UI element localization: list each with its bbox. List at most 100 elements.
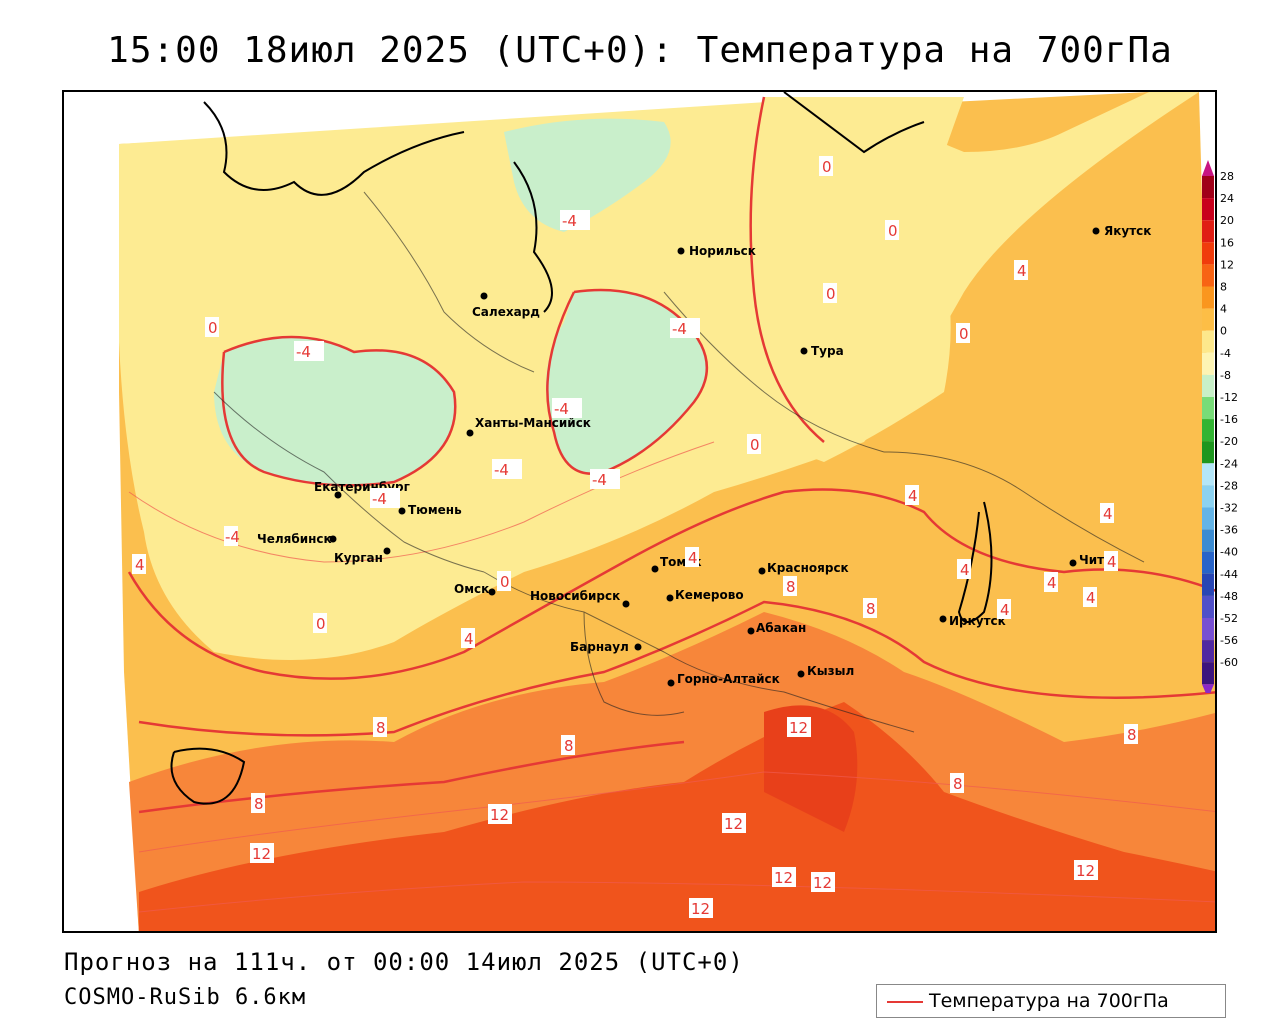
contour-label: 4 <box>1044 572 1058 592</box>
contour-label: 12 <box>772 867 796 887</box>
city-kurgan: Курган <box>334 547 391 565</box>
colorbar-tick-label: 4 <box>1220 303 1227 316</box>
colorbar-segment <box>1202 330 1214 353</box>
contour-label: -4 <box>670 318 700 338</box>
svg-text:8: 8 <box>953 775 963 793</box>
svg-text:4: 4 <box>1103 505 1113 523</box>
contour-label: 12 <box>689 898 713 918</box>
svg-text:12: 12 <box>1076 862 1095 880</box>
contour-label: 12 <box>488 804 512 824</box>
contour-label: 12 <box>250 843 274 863</box>
contour-label: 4 <box>997 599 1011 619</box>
city-label: Барнаул <box>570 640 629 654</box>
contour-label: -4 <box>294 341 324 361</box>
cold-zone-west <box>214 337 456 486</box>
contour-label: 0 <box>205 317 219 337</box>
model-name: COSMO-RuSib 6.6км <box>64 985 307 1010</box>
contour-label: 12 <box>787 717 811 737</box>
contour-label: 0 <box>747 434 761 454</box>
minor-isotherms <box>128 441 1215 913</box>
svg-text:12: 12 <box>789 719 808 737</box>
contour-label: 8 <box>251 793 265 813</box>
city-label: Новосибирск <box>530 589 620 603</box>
colorbar-segment <box>1202 198 1214 221</box>
contour-label: -4 <box>560 210 590 230</box>
svg-text:12: 12 <box>691 900 710 918</box>
city-label: Норильск <box>689 244 756 258</box>
temperature-map: Норильск Якутск Салехард Тура Ханты-Манс… <box>62 90 1217 933</box>
contour-label: 0 <box>313 613 327 633</box>
colorbar-tick-label: -44 <box>1220 568 1238 581</box>
colorbar-tick-label: -4 <box>1220 347 1231 360</box>
city-label: Челябинск <box>257 532 332 546</box>
city-tura: Тура <box>800 344 844 358</box>
city-chelyabinsk: Челябинск <box>257 532 337 546</box>
colorbar-segment <box>1202 573 1214 596</box>
colorbar-tick-label: -56 <box>1220 634 1238 647</box>
colorbar-segment <box>1202 485 1214 508</box>
colorbar-segment <box>1202 397 1214 420</box>
svg-text:8: 8 <box>376 719 386 737</box>
colorbar-tick-label: -20 <box>1220 435 1238 448</box>
cold-zone-central <box>546 290 707 474</box>
colorbar-tick-label: 20 <box>1220 214 1234 227</box>
colorbar-segment <box>1202 441 1214 464</box>
svg-text:0: 0 <box>888 222 898 240</box>
svg-text:12: 12 <box>252 845 271 863</box>
contour-label: 12 <box>1074 860 1098 880</box>
warm-zone-12 <box>139 702 1215 931</box>
colorbar-bottom-arrow <box>1202 684 1214 693</box>
city-markers: Норильск Якутск Салехард Тура Ханты-Манс… <box>257 224 1151 687</box>
colorbar-segment <box>1202 551 1214 574</box>
colorbar-tick-label: -24 <box>1220 457 1238 470</box>
contour-label: 8 <box>1124 724 1138 744</box>
svg-text:8: 8 <box>1127 726 1137 744</box>
colorbar-segment <box>1202 352 1214 375</box>
contour-label: 4 <box>957 559 971 579</box>
contour-label: 0 <box>497 571 511 591</box>
contour-label: -4 <box>224 526 240 546</box>
colorbar-segment <box>1202 662 1214 685</box>
contour-label: 4 <box>1083 587 1097 607</box>
svg-text:12: 12 <box>724 815 743 833</box>
colorbar-tick-label: 0 <box>1220 325 1227 338</box>
city-omsk: Омск <box>454 582 496 596</box>
svg-text:-4: -4 <box>225 528 240 546</box>
city-label: Кызыл <box>807 664 854 678</box>
svg-text:0: 0 <box>208 319 218 337</box>
map-legend: Температура на 700гПа <box>876 984 1226 1018</box>
svg-text:12: 12 <box>813 874 832 892</box>
colorbar-tick-label: 8 <box>1220 281 1227 294</box>
contour-label: 8 <box>950 773 964 793</box>
svg-text:12: 12 <box>774 869 793 887</box>
contour-label: 0 <box>819 156 833 176</box>
svg-text:4: 4 <box>1017 262 1027 280</box>
colorbar-tick-label: 12 <box>1220 258 1234 271</box>
city-novosibirsk: Новосибирск <box>530 589 630 608</box>
contour-label: 0 <box>956 323 970 343</box>
cold-zone-north <box>504 118 671 232</box>
city-yakutsk: Якутск <box>1092 224 1151 238</box>
colorbar-segment <box>1202 529 1214 552</box>
map-title: 15:00 18июл 2025 (UTC+0): Температура на… <box>107 30 1173 71</box>
contour-label: 4 <box>1100 503 1114 523</box>
svg-text:4: 4 <box>1107 553 1117 571</box>
city-gorno-altaysk: Горно-Алтайск <box>667 672 780 687</box>
city-barnaul: Барнаул <box>570 640 642 654</box>
colorbar-tick-label: -52 <box>1220 612 1238 625</box>
svg-text:4: 4 <box>464 630 474 648</box>
colorbar-segment <box>1202 176 1214 199</box>
svg-text:4: 4 <box>135 556 145 574</box>
svg-text:-4: -4 <box>372 490 387 508</box>
svg-text:8: 8 <box>786 578 796 596</box>
colorbar-segment <box>1202 640 1214 663</box>
svg-text:12: 12 <box>490 806 509 824</box>
colorbar-segment <box>1202 264 1214 287</box>
contour-label: 4 <box>461 628 475 648</box>
contour-label: 4 <box>1014 260 1028 280</box>
svg-text:4: 4 <box>908 487 918 505</box>
contour-label: 0 <box>823 283 837 303</box>
city-abakan: Абакан <box>747 621 806 635</box>
contour-label: -4 <box>590 469 620 489</box>
colorbar-tick-label: -16 <box>1220 413 1238 426</box>
